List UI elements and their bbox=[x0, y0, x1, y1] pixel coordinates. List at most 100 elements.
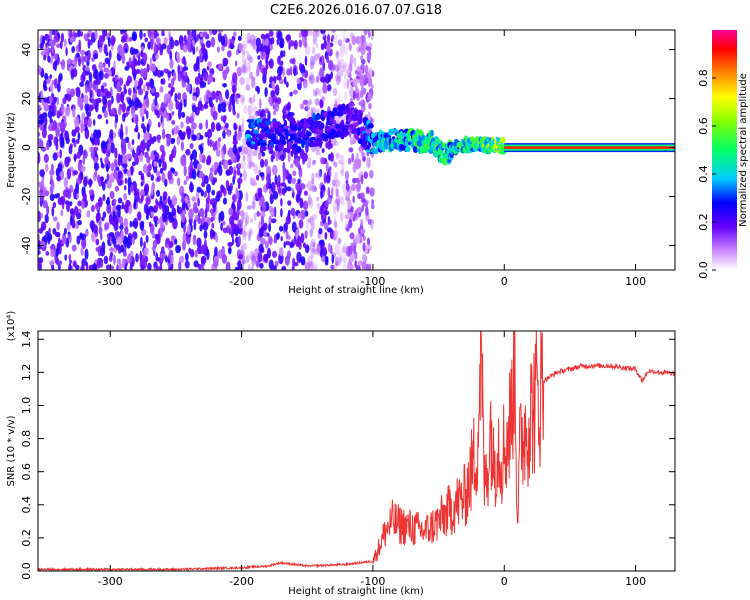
noise-speckle bbox=[181, 213, 186, 223]
noise-speckle bbox=[56, 43, 62, 48]
noise-speckle bbox=[116, 264, 119, 270]
noise-speckle bbox=[177, 64, 180, 76]
noise-speckle bbox=[203, 70, 209, 82]
noise-speckle bbox=[314, 186, 317, 193]
noise-speckle bbox=[69, 208, 75, 215]
signal-blob bbox=[274, 144, 279, 152]
noise-speckle bbox=[170, 235, 176, 241]
noise-speckle bbox=[97, 196, 103, 208]
noise-speckle bbox=[115, 166, 120, 172]
x-tick-label: -200 bbox=[229, 575, 254, 588]
noise-speckle bbox=[292, 57, 296, 65]
noise-speckle bbox=[341, 255, 347, 263]
noise-speckle bbox=[54, 53, 58, 61]
noise-speckle bbox=[197, 100, 203, 111]
noise-speckle bbox=[258, 227, 264, 238]
noise-speckle bbox=[313, 37, 317, 42]
noise-speckle bbox=[269, 193, 274, 205]
noise-speckle bbox=[61, 235, 67, 245]
noise-speckle bbox=[145, 90, 149, 96]
noise-speckle bbox=[179, 255, 185, 263]
noise-speckle bbox=[57, 260, 63, 266]
noise-speckle bbox=[289, 91, 293, 97]
noise-speckle bbox=[256, 86, 260, 95]
signal-blob bbox=[374, 148, 379, 155]
noise-speckle bbox=[354, 210, 358, 219]
noise-speckle bbox=[256, 174, 260, 181]
noise-speckle bbox=[274, 151, 279, 158]
signal-blob bbox=[323, 138, 329, 142]
noise-speckle bbox=[367, 30, 371, 39]
noise-speckle bbox=[185, 148, 191, 156]
noise-speckle bbox=[52, 152, 58, 161]
x-tick-label: -300 bbox=[98, 575, 123, 588]
noise-speckle bbox=[149, 57, 153, 68]
noise-speckle bbox=[80, 49, 86, 56]
noise-speckle bbox=[142, 67, 148, 79]
noise-speckle bbox=[131, 112, 136, 118]
noise-speckle bbox=[319, 98, 324, 109]
noise-speckle bbox=[57, 237, 61, 247]
noise-speckle bbox=[91, 231, 96, 243]
noise-speckle bbox=[159, 167, 164, 174]
noise-speckle bbox=[324, 73, 331, 84]
noise-speckle bbox=[349, 264, 354, 270]
noise-speckle bbox=[337, 39, 343, 47]
noise-speckle bbox=[217, 249, 224, 259]
noise-speckle bbox=[264, 87, 268, 98]
noise-speckle bbox=[60, 209, 64, 216]
noise-speckle bbox=[221, 44, 225, 52]
noise-speckle bbox=[236, 112, 240, 119]
noise-speckle bbox=[196, 132, 200, 140]
noise-speckle bbox=[127, 176, 132, 188]
noise-speckle bbox=[347, 157, 352, 165]
noise-speckle bbox=[237, 199, 242, 211]
noise-speckle bbox=[171, 111, 175, 116]
noise-speckle bbox=[360, 55, 364, 61]
noise-speckle bbox=[212, 110, 218, 121]
noise-speckle bbox=[331, 179, 336, 187]
signal-blob bbox=[329, 116, 334, 124]
noise-speckle bbox=[114, 185, 119, 192]
noise-speckle bbox=[335, 256, 339, 266]
noise-speckle bbox=[199, 171, 204, 178]
noise-speckle bbox=[40, 240, 46, 248]
noise-speckle bbox=[197, 217, 201, 225]
noise-speckle bbox=[311, 221, 316, 230]
noise-speckle bbox=[76, 151, 81, 159]
noise-speckle bbox=[143, 84, 146, 93]
noise-speckle bbox=[228, 103, 232, 113]
noise-speckle bbox=[325, 174, 331, 184]
noise-speckle bbox=[260, 43, 264, 52]
noise-speckle bbox=[336, 202, 340, 213]
colorbar-tick-label: 0.8 bbox=[697, 69, 710, 87]
noise-speckle bbox=[123, 237, 129, 245]
noise-speckle bbox=[218, 63, 223, 70]
noise-speckle bbox=[273, 110, 276, 116]
noise-speckle bbox=[206, 155, 211, 166]
noise-speckle bbox=[290, 177, 297, 185]
noise-speckle bbox=[240, 94, 245, 103]
noise-speckle bbox=[328, 59, 334, 71]
noise-speckle bbox=[199, 224, 203, 232]
noise-speckle bbox=[113, 254, 116, 265]
noise-speckle bbox=[307, 192, 311, 200]
noise-speckle bbox=[100, 160, 104, 168]
noise-speckle bbox=[231, 237, 235, 245]
noise-speckle bbox=[285, 81, 289, 88]
colorbar-tick-label: 0.4 bbox=[697, 165, 710, 183]
noise-speckle bbox=[314, 31, 318, 37]
noise-speckle bbox=[362, 235, 366, 242]
noise-speckle bbox=[304, 230, 308, 239]
noise-speckle bbox=[355, 92, 360, 99]
noise-speckle bbox=[284, 255, 290, 266]
noise-speckle bbox=[106, 173, 110, 182]
noise-speckle bbox=[302, 156, 306, 165]
noise-speckle bbox=[349, 253, 355, 263]
noise-speckle bbox=[273, 265, 277, 270]
noise-speckle bbox=[191, 149, 198, 161]
noise-speckle bbox=[107, 99, 112, 108]
noise-speckle bbox=[69, 201, 73, 207]
noise-speckle bbox=[207, 128, 213, 139]
noise-speckle bbox=[94, 102, 99, 113]
